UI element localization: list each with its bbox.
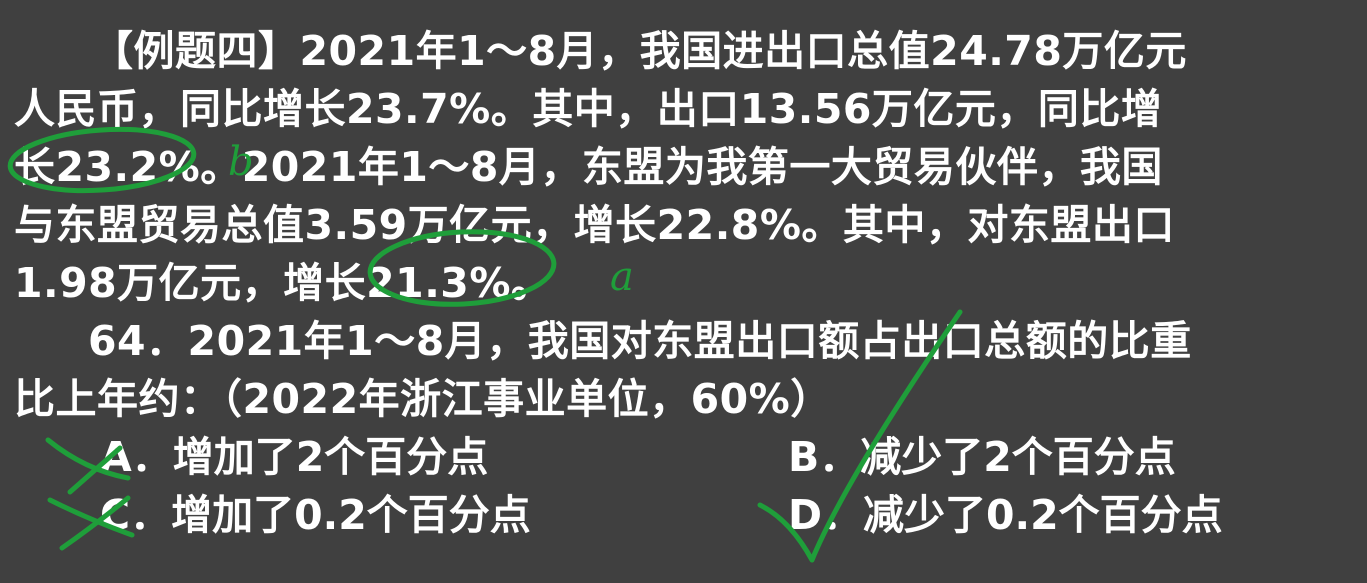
handwritten-note-a: a	[610, 254, 634, 300]
option-c[interactable]: C．增加了0.2个百分点	[100, 491, 531, 539]
option-a[interactable]: A．增加了2个百分点	[100, 433, 489, 481]
problem-line-1: 【例题四】2021年1～8月，我国进出口总值24.78万亿元	[92, 27, 1187, 75]
problem-line-5: 1.98万亿元，增长21.3%。	[14, 259, 553, 307]
option-d[interactable]: D．减少了0.2个百分点	[788, 491, 1223, 539]
option-b[interactable]: B．减少了2个百分点	[788, 433, 1176, 481]
question-line-2: 比上年约：（2022年浙江事业单位，60%）	[14, 375, 832, 423]
problem-line-2: 人民币，同比增长23.7%。其中，出口13.56万亿元，同比增	[14, 85, 1163, 133]
question-line-1: 64．2021年1～8月，我国对东盟出口额占出口总额的比重	[88, 317, 1192, 365]
problem-line-4: 与东盟贸易总值3.59万亿元，增长22.8%。其中，对东盟出口	[14, 201, 1175, 249]
handwritten-note-b: b	[228, 139, 254, 185]
problem-line-3: 长23.2%。2021年1～8月，东盟为我第一大贸易伙伴，我国	[14, 143, 1163, 191]
